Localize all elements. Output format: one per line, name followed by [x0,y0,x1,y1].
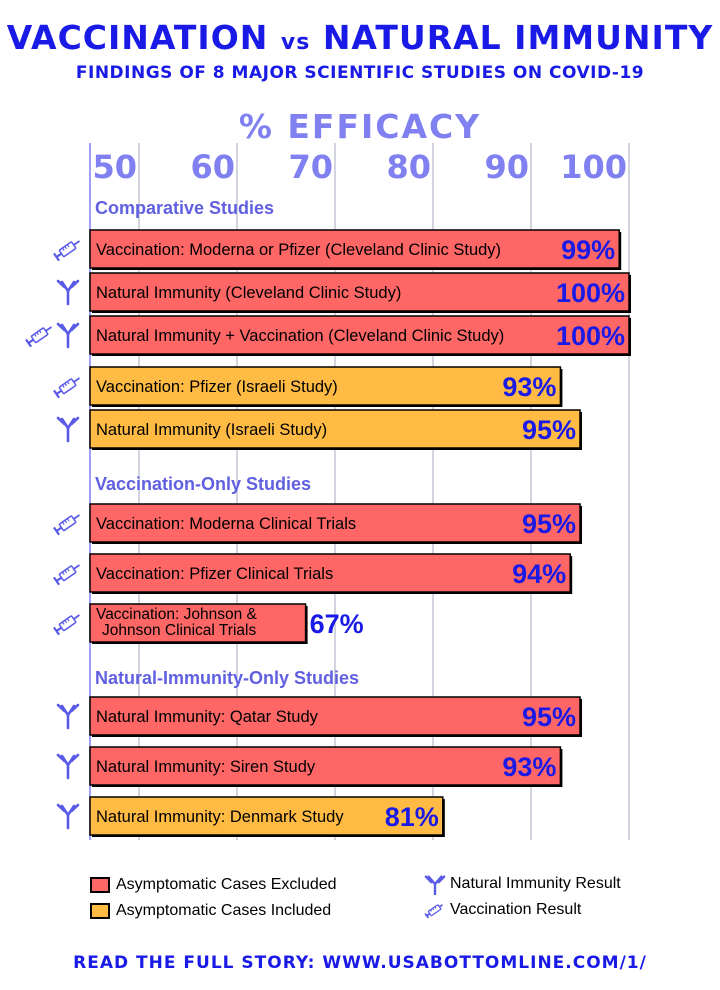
legend-vaccine-label: Vaccination Result [450,901,582,918]
x-tick-label: 100 [560,148,627,186]
vaccine-icon [53,240,80,262]
vaccine-icon [424,904,443,919]
antibody-icon [56,703,80,730]
bar [89,796,444,836]
bar-value-label: 67% [310,609,364,639]
bar-label: Natural Immunity: Qatar Study [96,708,319,726]
chart-title: VACCINATION vs NATURAL IMMUNITY [0,18,720,57]
legend-excluded-label: Asymptomatic Cases Excluded [116,876,337,893]
bar-value-label: 95% [522,509,576,539]
bar-label: Vaccination: Pfizer (Israeli Study) [96,378,338,396]
bar-label: Vaccination: Moderna Clinical Trials [96,515,356,533]
efficacy-bar-chart: % EFFICACY 50 60 70 80 90 100 Comparative Studi… [25,107,631,840]
x-axis-label: % EFFICACY [239,107,481,146]
bar-value-label: 93% [502,752,556,782]
antibody-icon [56,279,80,306]
legend-excluded: Asymptomatic Cases Excluded [90,876,337,894]
bar-label: Natural Immunity: Siren Study [96,758,316,776]
bar-value-label: 93% [502,372,556,402]
bar [89,409,581,449]
antibody-icon [56,322,80,349]
bar [89,366,562,406]
antibody-icon [56,753,80,780]
antibody-icon [424,875,446,895]
vaccine-icon [53,564,80,586]
bar [89,315,630,355]
antibody-icon [56,803,80,830]
legend-vaccine: Vaccination Result [424,899,581,921]
legend-included-label: Asymptomatic Cases Included [116,902,332,919]
title-right: NATURAL IMMUNITY [322,18,714,57]
footer-link-text: READ THE FULL STORY: WWW.USABOTTOMLINE.C… [73,953,647,973]
bar-value-label: 100% [556,321,625,351]
legend-natural-label: Natural Immunity Result [450,875,621,892]
bar [89,272,630,312]
bar-label: Natural Immunity (Israeli Study) [96,421,327,439]
x-tick-label: 70 [288,148,333,186]
title-left: VACCINATION [6,18,269,57]
section-title: Comparative Studies [95,198,274,218]
bar-label: Natural Immunity + Vaccination (Clevelan… [96,327,504,345]
bar-label: Natural Immunity: Denmark Study [96,808,344,826]
bar-value-label: 94% [512,559,566,589]
chart-subtitle: FINDINGS OF 8 MAJOR SCIENTIFIC STUDIES O… [75,63,645,83]
x-tick-label: 80 [386,148,431,186]
bar-value-label: 99% [561,235,615,265]
bar [89,696,581,736]
bar-label: Vaccination: Moderna or Pfizer (Clevelan… [96,241,501,259]
legend-excluded-swatch [90,877,110,893]
bar-label: Johnson Clinical Trials [102,622,256,639]
legend-included-swatch [90,903,110,919]
legend-natural: Natural Immunity Result [424,873,621,895]
vaccine-icon [53,514,80,536]
vaccine-icon [53,377,80,399]
x-tick-label: 60 [190,148,235,186]
bar-value-label: 95% [522,702,576,732]
bar-label: Vaccination: Johnson & [96,606,258,623]
x-tick-label: 50 [92,148,137,186]
section-title: Vaccination-Only Studies [95,474,311,494]
bar [89,229,620,269]
antibody-icon [56,416,80,443]
bar-label: Natural Immunity (Cleveland Clinic Study… [96,284,401,302]
section-title: Natural-Immunity-Only Studies [95,668,359,688]
vaccine-icon [53,614,80,636]
title-vs: vs [280,30,311,55]
bar [89,603,307,643]
bar [89,746,562,786]
bar-value-label: 100% [556,278,625,308]
bar-label: Vaccination: Pfizer Clinical Trials [96,565,333,583]
legend-included: Asymptomatic Cases Included [90,902,331,920]
bar [89,503,581,543]
bar-value-label: 95% [522,415,576,445]
bar-value-label: 81% [385,802,439,832]
bar [89,553,571,593]
x-tick-label: 90 [484,148,529,186]
vaccine-icon [25,326,52,348]
